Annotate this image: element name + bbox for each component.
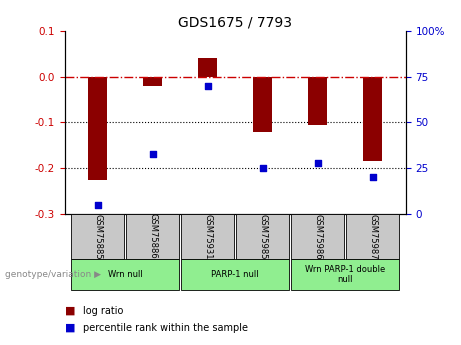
Text: GSM75986: GSM75986: [313, 214, 322, 259]
Point: [314, 160, 321, 166]
Text: GSM75886: GSM75886: [148, 214, 157, 259]
Point: [149, 151, 156, 156]
Text: log ratio: log ratio: [83, 306, 124, 315]
Text: Wrn null: Wrn null: [108, 270, 142, 279]
Text: PARP-1 null: PARP-1 null: [211, 270, 259, 279]
Text: GSM75985: GSM75985: [258, 214, 267, 259]
Text: ■: ■: [65, 323, 75, 333]
Point: [369, 175, 376, 180]
Point: [204, 83, 211, 89]
Text: GSM75885: GSM75885: [93, 214, 102, 259]
Bar: [88, 77, 107, 180]
Bar: [363, 77, 382, 161]
Text: ■: ■: [65, 306, 75, 315]
Bar: [143, 77, 162, 86]
Text: GSM75931: GSM75931: [203, 214, 212, 259]
Point: [94, 202, 101, 207]
Bar: [198, 59, 217, 77]
Bar: [308, 77, 327, 125]
Text: genotype/variation ▶: genotype/variation ▶: [5, 270, 100, 279]
Title: GDS1675 / 7793: GDS1675 / 7793: [178, 16, 292, 30]
Text: percentile rank within the sample: percentile rank within the sample: [83, 323, 248, 333]
Text: Wrn PARP-1 double
null: Wrn PARP-1 double null: [305, 265, 385, 284]
Bar: [253, 77, 272, 132]
Text: GSM75987: GSM75987: [368, 214, 377, 259]
Point: [259, 166, 266, 171]
